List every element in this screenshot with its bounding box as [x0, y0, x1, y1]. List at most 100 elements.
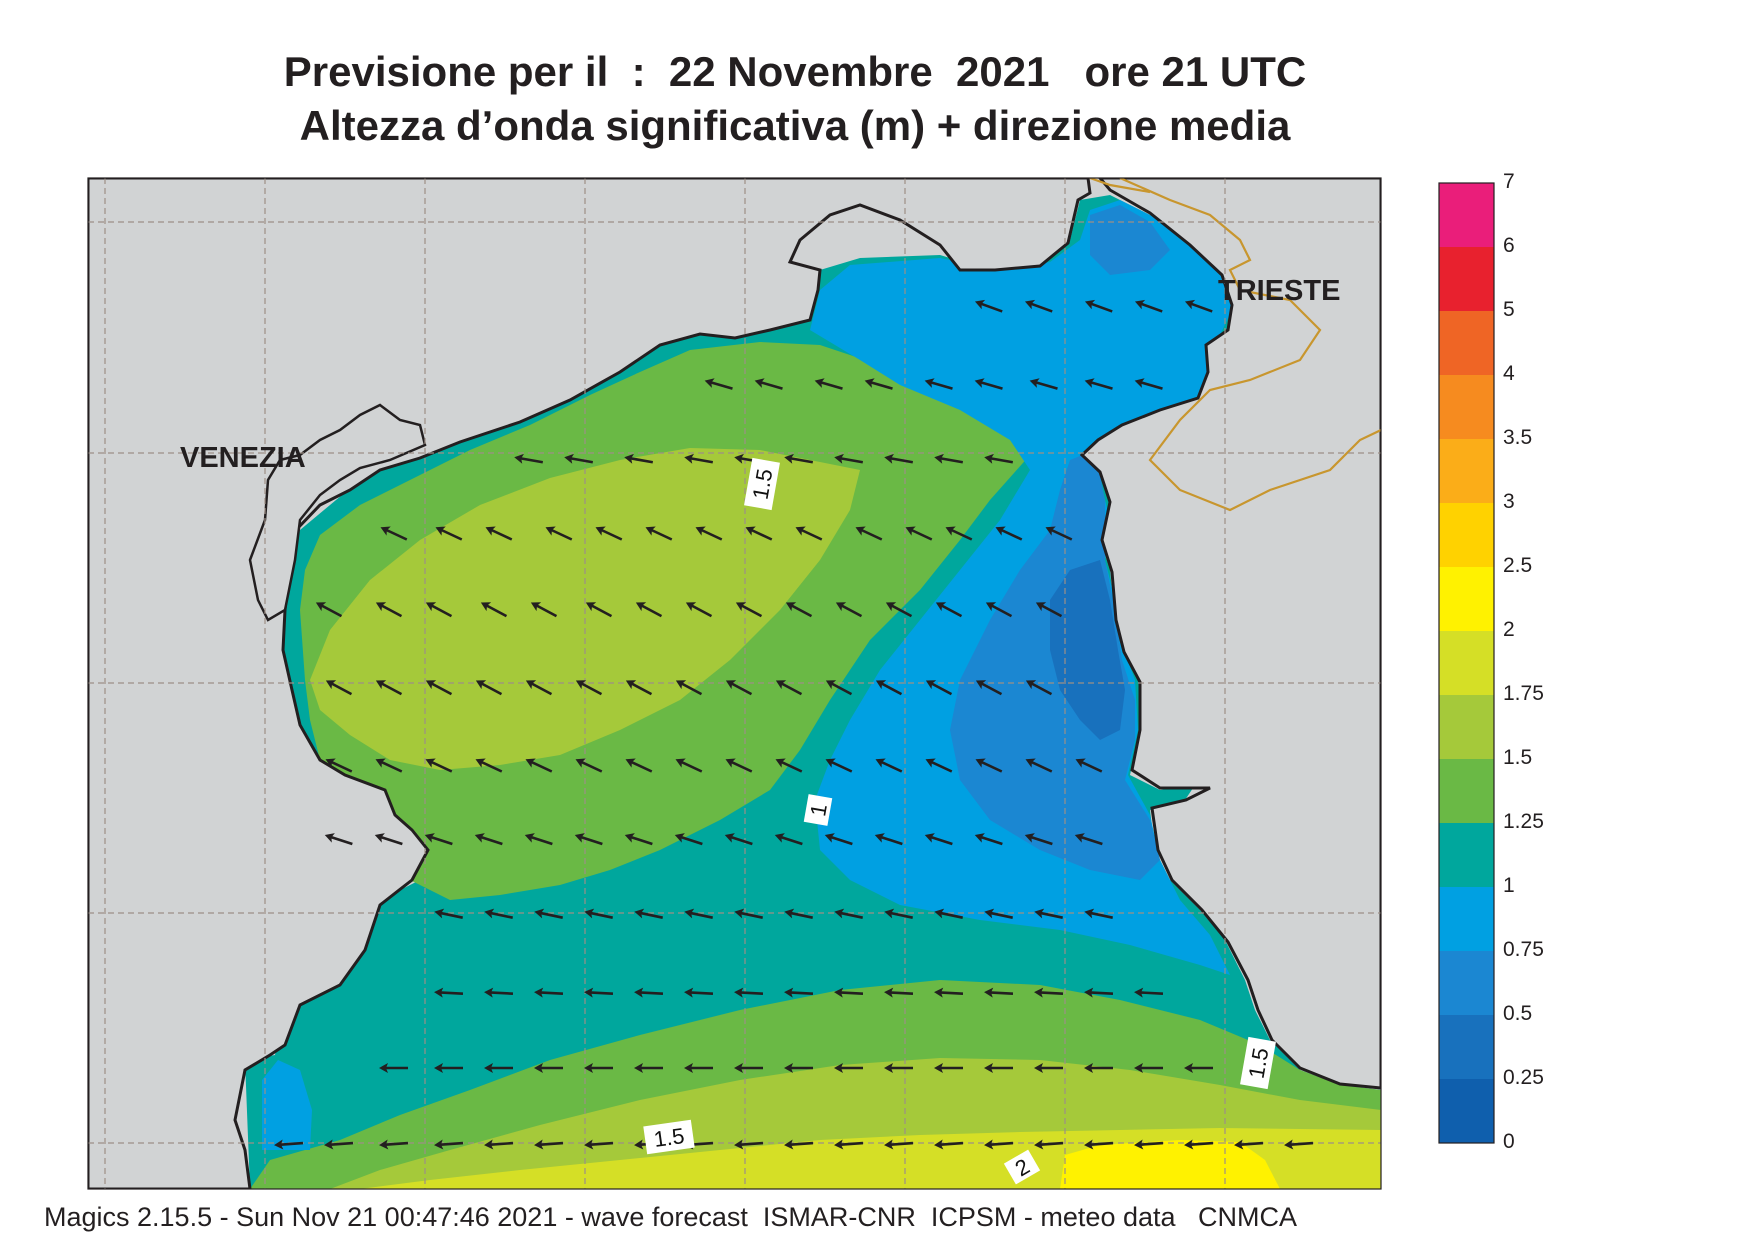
direction-arrow	[884, 1139, 914, 1150]
arrow-head	[834, 1063, 843, 1073]
direction-arrow	[784, 1139, 814, 1150]
arrow-head	[1184, 1063, 1193, 1073]
direction-arrow	[324, 1139, 354, 1150]
arrow-head	[585, 602, 597, 612]
contour-label-1: 1	[803, 794, 833, 826]
direction-arrow	[784, 987, 814, 998]
direction-arrow	[379, 1139, 409, 1150]
direction-arrow	[735, 602, 763, 618]
direction-arrow	[485, 526, 513, 541]
direction-arrow	[545, 526, 573, 541]
direction-arrow	[704, 378, 733, 390]
arrow-head	[434, 908, 445, 919]
direction-arrow	[380, 526, 408, 541]
arrow-head	[884, 908, 895, 919]
arrow-shaft	[836, 1141, 864, 1147]
arrow-shaft	[1087, 911, 1113, 919]
arrow-head	[584, 908, 595, 919]
direction-arrow	[905, 526, 933, 541]
direction-arrow	[984, 453, 1014, 464]
arrow-shaft	[777, 680, 803, 696]
direction-arrow	[1184, 299, 1213, 313]
direction-arrow	[1134, 299, 1163, 313]
arrow-head	[834, 1139, 844, 1150]
arrow-head	[984, 908, 995, 919]
arrow-shaft	[936, 991, 964, 995]
direction-arrow	[975, 758, 1003, 773]
arrow-head	[534, 1139, 544, 1150]
arrow-head	[934, 1063, 943, 1073]
arrow-shaft	[977, 680, 1003, 696]
arrow-shaft	[627, 680, 653, 696]
direction-arrow	[1134, 378, 1163, 390]
arrow-shaft	[907, 527, 933, 541]
map-area: 1.5 1 1.5 1.5 2 VENEZIA TRIESTE	[88, 178, 1381, 1189]
arrow-head	[634, 908, 645, 919]
direction-arrow	[564, 453, 594, 464]
direction-arrow	[784, 453, 814, 464]
direction-arrow	[475, 680, 503, 696]
arrow-shaft	[687, 911, 713, 919]
arrow-head	[374, 833, 385, 843]
arrow-head	[684, 453, 694, 464]
arrow-head	[484, 1139, 494, 1150]
venezia-lagoon	[248, 403, 427, 622]
arrow-head	[1084, 1063, 1093, 1073]
direction-arrow	[575, 758, 603, 773]
arrow-shaft	[586, 1141, 614, 1147]
arrow-shaft	[532, 602, 558, 618]
arrow-shaft	[1236, 1141, 1264, 1147]
direction-arrow	[574, 833, 603, 846]
arrow-head	[315, 602, 327, 612]
direction-arrow	[1134, 1139, 1164, 1150]
direction-arrow	[935, 602, 963, 618]
arrow-shaft	[1137, 380, 1163, 390]
arrow-shaft	[427, 834, 453, 846]
colorbar-swatch	[1439, 1015, 1494, 1079]
arrow-head	[1074, 833, 1085, 843]
colorbar-swatch	[1439, 183, 1494, 247]
direction-arrow	[1034, 1063, 1063, 1073]
direction-arrow	[1034, 908, 1063, 919]
contour-label-text: 1.5	[1244, 1046, 1274, 1080]
direction-arrow	[1084, 299, 1113, 313]
map-subtitle: Altezza d’onda significativa (m) + direz…	[299, 102, 1291, 149]
direction-arrow	[1024, 833, 1053, 846]
arrow-shaft	[886, 1141, 914, 1147]
arrow-head	[784, 1139, 794, 1150]
arrow-shaft	[1136, 991, 1164, 995]
direction-arrow	[934, 1063, 963, 1073]
arrow-head	[934, 908, 945, 919]
arrow-shaft	[737, 602, 763, 618]
arrow-head	[775, 758, 786, 768]
colorbar-swatch	[1439, 823, 1494, 887]
arrow-head	[274, 1139, 284, 1150]
colorbar-label: 6	[1503, 234, 1515, 257]
arrow-head	[575, 758, 586, 768]
arrow-shaft	[867, 380, 893, 390]
arrow-head	[434, 987, 444, 998]
direction-arrow	[624, 833, 653, 846]
arrow-head	[884, 1063, 893, 1073]
direction-arrow	[754, 378, 783, 390]
arrow-shaft	[986, 991, 1014, 995]
contour-label-text: 1.5	[652, 1123, 686, 1152]
arrow-shaft	[986, 1141, 1014, 1147]
arrow-shaft	[276, 1141, 304, 1147]
arrow-head	[734, 908, 745, 919]
arrow-head	[784, 453, 794, 464]
direction-arrow	[824, 833, 853, 846]
direction-arrow	[1134, 1063, 1163, 1073]
arrow-shaft	[536, 1141, 564, 1147]
arrow-head	[695, 526, 706, 536]
direction-arrow	[1025, 680, 1053, 696]
arrow-shaft	[687, 602, 713, 618]
arrow-head	[934, 987, 944, 998]
arrow-shaft	[1086, 1141, 1114, 1147]
arrow-head	[974, 299, 986, 310]
direction-arrow	[374, 833, 403, 846]
arrow-head	[434, 1063, 443, 1073]
arrow-head	[584, 987, 594, 998]
arrow-shaft	[987, 911, 1013, 919]
direction-arrow	[684, 1063, 713, 1073]
